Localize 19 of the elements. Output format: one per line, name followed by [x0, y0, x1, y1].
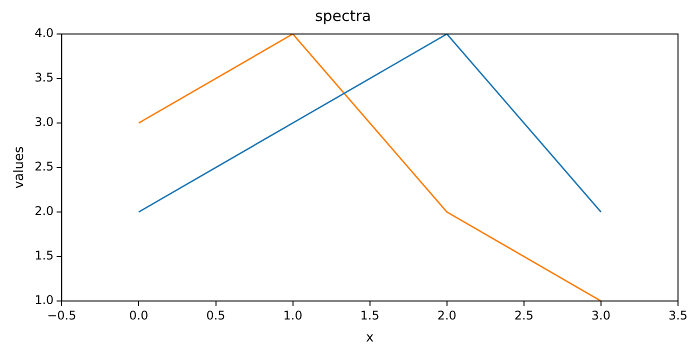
x-tick-label: 2.5 [514, 308, 534, 322]
x-tick-label: 0.0 [129, 308, 148, 322]
x-tick-label: 3.5 [668, 308, 688, 322]
x-tick-label: 1.0 [283, 308, 302, 322]
y-tick-label: 3.5 [34, 70, 54, 85]
y-tick-label: 4.0 [34, 26, 54, 40]
y-tick-label: 2.5 [34, 160, 54, 174]
y-tick-label: 1.5 [34, 248, 54, 263]
y-tick-label: 3.0 [34, 115, 54, 130]
x-tick-label: 1.5 [360, 308, 380, 322]
y-tick-label: 1.0 [34, 293, 54, 308]
chart-title: spectra [314, 6, 372, 25]
y-tick-label: 2.0 [34, 204, 54, 218]
x-tick-label: −0.5 [47, 308, 76, 322]
x-tick-label: 0.5 [206, 308, 226, 322]
y-axis-title: values [12, 146, 28, 189]
x-axis-title: x [366, 330, 374, 346]
x-tick-label: 2.0 [437, 308, 456, 322]
x-tick-label: 3.0 [591, 308, 611, 322]
